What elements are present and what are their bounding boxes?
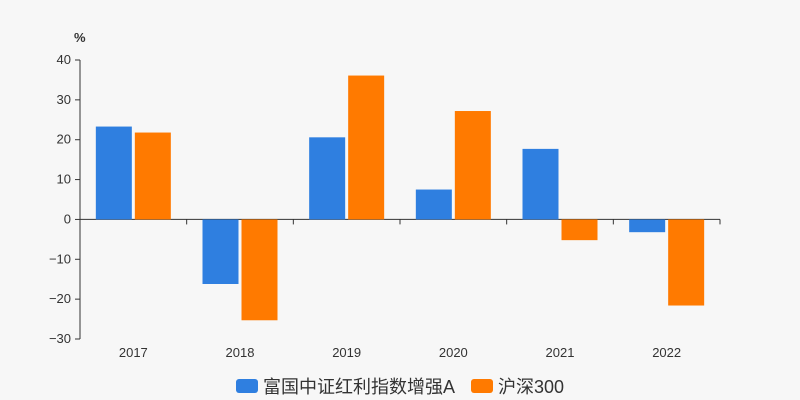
y-tick-label: 30	[57, 92, 71, 107]
legend-item-series-1[interactable]: 富国中证红利指数增强A	[235, 373, 455, 399]
x-tick-label: 2022	[652, 345, 681, 360]
legend-swatch-series-1	[235, 379, 258, 393]
y-tick-label: −10	[49, 251, 71, 266]
bar-series-1	[309, 137, 346, 220]
x-tick-label: 2021	[546, 345, 575, 360]
bar-series-2	[348, 75, 385, 220]
y-tick-label: −30	[49, 331, 71, 346]
bar-series-2	[241, 219, 278, 321]
legend-swatch-series-2	[470, 379, 493, 393]
x-tick-label: 2020	[439, 345, 468, 360]
y-tick-label: 40	[57, 52, 71, 67]
bar-series-2	[668, 219, 705, 306]
y-tick-label: 0	[64, 211, 71, 226]
bar-series-1	[522, 148, 559, 220]
x-tick-label: 2017	[119, 345, 148, 360]
bar-series-1	[629, 219, 666, 233]
bars	[95, 75, 705, 321]
y-axis: 40 30 20 10 0 −10 −20 −30	[49, 52, 81, 346]
bar-series-2	[134, 132, 171, 220]
bar-series-2	[454, 111, 491, 220]
x-axis: 2017 2018 2019 2020 2021 2022	[79, 218, 721, 360]
y-axis-unit-label: %	[74, 30, 86, 45]
legend-item-series-2[interactable]: 沪深300	[470, 373, 565, 399]
bar-series-1	[415, 189, 452, 220]
legend-label-series-1: 富国中证红利指数增强A	[262, 377, 455, 397]
bar-series-1	[202, 219, 239, 284]
y-tick-label: 10	[57, 172, 71, 187]
legend-label-series-2: 沪深300	[497, 377, 565, 397]
legend: 富国中证红利指数增强A 沪深300	[0, 373, 800, 399]
y-tick-label: 20	[57, 132, 71, 147]
y-tick-label: −20	[49, 291, 71, 306]
bar-series-2	[561, 219, 598, 241]
x-tick-label: 2018	[226, 345, 255, 360]
bar-series-1	[95, 126, 132, 220]
x-tick-label: 2019	[332, 345, 361, 360]
